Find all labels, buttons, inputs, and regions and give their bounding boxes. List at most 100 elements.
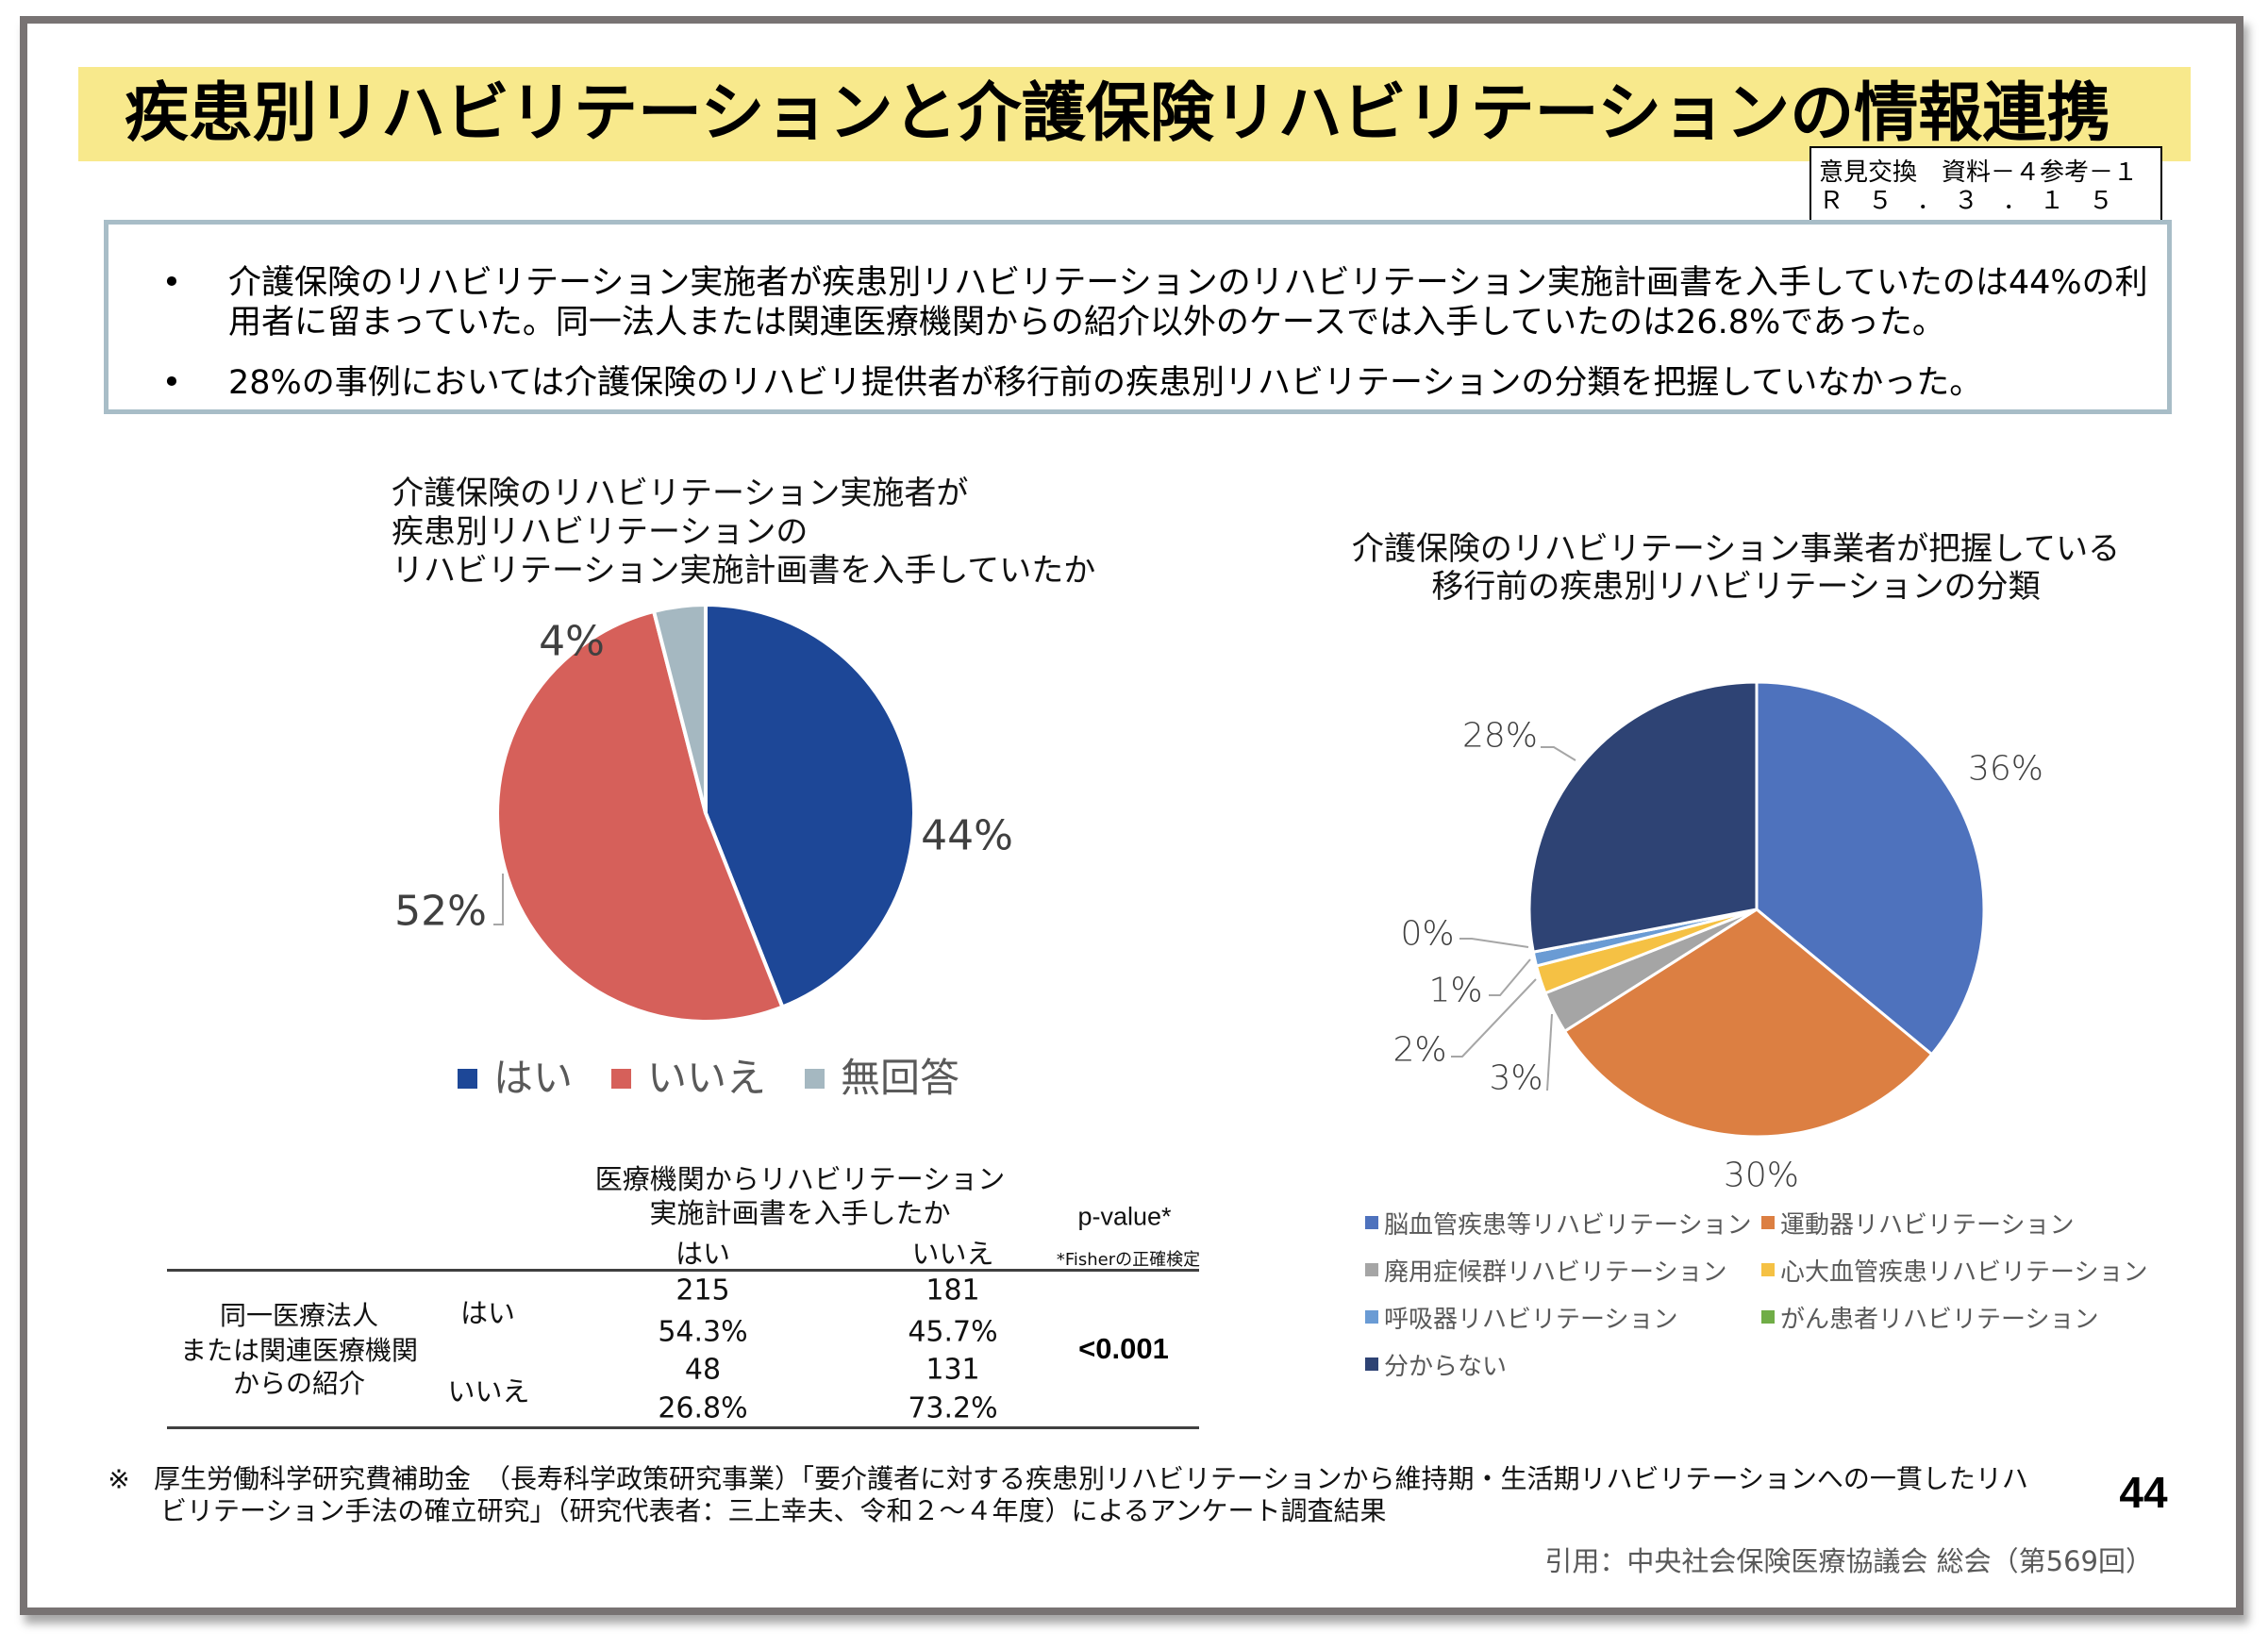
legend-label: はい	[493, 1055, 574, 1101]
pie-left-leader-line-1	[493, 874, 504, 925]
pie-right-label-cardiovascular: 2%	[1392, 1031, 1446, 1070]
table-column-no: いいえ	[911, 1238, 994, 1270]
document-stamp: 意見交換 資料－４参考－１ Ｒ ５ ． ３ ． １ ５	[1809, 146, 2162, 222]
pie-right-slice-1	[1563, 908, 1934, 1139]
pie-left-slices	[495, 603, 916, 1024]
legend-label: 呼吸器リハビリテーション	[1384, 1305, 1678, 1334]
legend-label: 心大血管疾患リハビリテーション	[1780, 1258, 2148, 1287]
pie-right-slice-0	[1755, 680, 1986, 1057]
legend-swatch	[1365, 1216, 1378, 1229]
table-cell-percent: 73.2%	[908, 1391, 998, 1425]
table-row-label-no: いいえ	[447, 1375, 530, 1407]
legend-swatch	[1761, 1263, 1775, 1276]
citation: 引用：中央社会保険医療協議会 総会（第569回）	[1544, 1545, 2153, 1577]
legend-swatch	[1365, 1263, 1378, 1276]
legend-swatch	[805, 1068, 825, 1089]
table-header-pvalue: p-value*	[1077, 1202, 1172, 1231]
legend-item-no: いいえ	[611, 1055, 766, 1102]
legend-swatch	[611, 1068, 632, 1089]
table-cell-percent: 26.8%	[658, 1391, 748, 1425]
pie-left-label-no-answer: 4%	[539, 618, 605, 666]
left-chart-title-line: リハビリテーション実施計画書を入手していたか	[392, 552, 1096, 590]
left-chart-title-line: 疾患別リハビリテーションの	[392, 513, 809, 551]
table-row-group-label: からの紹介	[232, 1368, 366, 1399]
pie-right-leader-line-6	[1541, 746, 1576, 761]
summary-box	[104, 220, 2172, 414]
table-cell-count: 131	[926, 1353, 980, 1387]
table-cell-count: 181	[926, 1274, 980, 1308]
pie-right-label-disuse: 3%	[1489, 1059, 1543, 1098]
slide-title: 疾患別リハビリテーションと介護保険リハビリテーションの情報連携	[125, 76, 2111, 151]
table-row-label-yes: はい	[459, 1297, 516, 1329]
source-note-line-2: ビリテーション手法の確立研究」（研究代表者：三上幸夫、令和２～４年度）によるアン…	[160, 1495, 1387, 1526]
left-chart-legend: はい いいえ 無回答	[458, 1055, 998, 1102]
table-bottom-rule	[167, 1426, 1199, 1429]
legend-item-yes: はい	[458, 1055, 573, 1102]
title-band	[78, 67, 2191, 161]
summary-bullet-1-line-2: 用者に留まっていた。同一法人または関連医療機関からの紹介以外のケースでは入手して…	[228, 304, 1945, 341]
bullet-icon: •	[161, 364, 182, 402]
legend-item-disuse: 廃用症候群リハビリテーション	[1365, 1246, 1761, 1293]
note-mark: ※	[108, 1463, 130, 1495]
pie-right-label-locomotor: 30%	[1724, 1157, 1799, 1195]
table-cell-percent: 54.3%	[658, 1315, 748, 1349]
legend-item-cerebrovascular: 脳血管疾患等リハビリテーション	[1365, 1199, 1761, 1246]
pie-left-slice-0	[704, 603, 916, 1009]
table-pvalue-note: *Fisherの正確検定	[1056, 1250, 1201, 1270]
pie-right-label-cancer: 0%	[1400, 915, 1454, 954]
legend-item-cardiovascular: 心大血管疾患リハビリテーション	[1761, 1246, 2158, 1293]
right-chart-title-line: 移行前の疾患別リハビリテーションの分類	[1431, 568, 2041, 606]
legend-swatch	[1761, 1216, 1775, 1229]
legend-swatch	[458, 1068, 477, 1089]
legend-swatch	[1365, 1358, 1378, 1371]
pie-right-leader-line-5	[1459, 938, 1529, 948]
table-row-group-label: または関連医療機関	[179, 1335, 419, 1366]
table-top-rule	[167, 1269, 1199, 1272]
pie-right-leader-line-2	[1546, 1013, 1553, 1091]
pie-right-slices	[1527, 680, 1986, 1139]
table-cell-percent: 45.7%	[908, 1315, 998, 1349]
stamp-line-2: Ｒ ５ ． ３ ． １ ５	[1819, 187, 2114, 215]
legend-item-unknown: 分からない	[1365, 1341, 1761, 1388]
pie-left-label-yes: 44%	[921, 812, 1013, 860]
table-cell-count: 215	[675, 1274, 730, 1308]
legend-label: 運動器リハビリテーション	[1780, 1210, 2075, 1240]
right-chart-title: 介護保険のリハビリテーション事業者が把握している 移行前の疾患別リハビリテーショ…	[1311, 530, 2160, 606]
legend-item-no-answer: 無回答	[805, 1055, 959, 1102]
stamp-line-1: 意見交換 資料－４参考－１	[1819, 158, 2139, 187]
source-note-line-1: 厚生労働科学研究費補助金 （長寿科学政策研究事業）「要介護者に対する疾患別リハビ…	[154, 1463, 2028, 1494]
legend-item-respiratory: 呼吸器リハビリテーション	[1365, 1293, 1761, 1341]
table-cell-count: 48	[684, 1353, 722, 1387]
table-column-yes: はい	[675, 1238, 731, 1270]
legend-label: いいえ	[647, 1055, 767, 1101]
legend-item-locomotor: 運動器リハビリテーション	[1761, 1199, 2158, 1246]
pie-left-slice-2	[652, 603, 708, 815]
pie-right-leader-lines	[1451, 746, 1576, 1091]
pie-left-leader-lines	[493, 874, 504, 925]
pie-right-leader-line-3	[1451, 978, 1537, 1058]
table-pvalue: <0.001	[1078, 1332, 1169, 1365]
summary-bullet-2-line-1: 28%の事例においては介護保険のリハビリ提供者が移行前の疾患別リハビリテーション…	[228, 364, 1983, 402]
pie-right-label-cerebrovascular: 36%	[1968, 750, 2043, 789]
right-chart-title-line: 介護保険のリハビリテーション事業者が把握している	[1351, 530, 2121, 568]
pie-right-label-respiratory: 1%	[1428, 972, 1482, 1010]
legend-label: 無回答	[841, 1055, 960, 1101]
legend-swatch	[1365, 1310, 1378, 1324]
legend-label: 脳血管疾患等リハビリテーション	[1384, 1210, 1752, 1240]
pie-right-label-unknown: 28%	[1462, 717, 1538, 756]
pie-left-label-no: 52%	[394, 888, 487, 936]
legend-swatch	[1761, 1310, 1775, 1324]
table-header-title-line: 実施計画書を入手したか	[649, 1197, 951, 1229]
right-chart-legend: 脳血管疾患等リハビリテーション 運動器リハビリテーション 廃用症候群リハビリテー…	[1365, 1199, 2158, 1388]
legend-label: がん患者リハビリテーション	[1780, 1305, 2099, 1334]
page-number: 44	[2119, 1468, 2168, 1517]
pie-right-slice-6	[1527, 680, 1759, 954]
pie-left-slice-1	[495, 608, 785, 1024]
table-header-title-line: 医療機関からリハビリテーション	[594, 1163, 1006, 1195]
table-row-group-label: 同一医療法人	[219, 1300, 379, 1331]
legend-item-cancer: がん患者リハビリテーション	[1761, 1293, 2158, 1341]
pie-right-leader-line-4	[1489, 958, 1531, 996]
pie-right-labels: 36% 30% 3% 2% 1% 0% 28%	[1392, 717, 2043, 1195]
summary-bullet-1-line-1: 介護保険のリハビリテーション実施者が疾患別リハビリテーションのリハビリテーション…	[228, 264, 2148, 302]
